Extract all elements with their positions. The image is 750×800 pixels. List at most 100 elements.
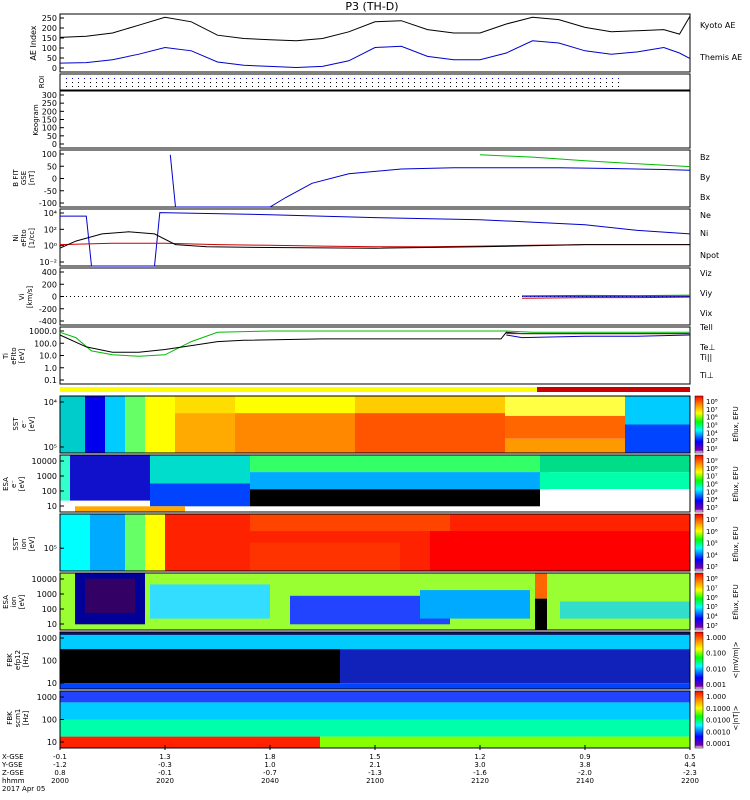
spectro-labels: SST e⁻ [eV] ESA e⁻ [eV] SST ion [eV] ESA… bbox=[2, 416, 36, 727]
esa-e-ylabel-1: ESA bbox=[2, 477, 10, 491]
roi-dot bbox=[528, 78, 529, 79]
zero-dot bbox=[162, 296, 163, 297]
zero-dot bbox=[214, 296, 215, 297]
colorbar bbox=[694, 513, 704, 572]
ae-tick-label: 0 bbox=[52, 64, 57, 73]
roi-dot bbox=[606, 86, 607, 87]
panel-frame bbox=[59, 90, 691, 149]
x-tick-label: -1.2 bbox=[53, 761, 67, 769]
zero-dot bbox=[482, 296, 483, 297]
zero-dot bbox=[442, 296, 443, 297]
zero-dot bbox=[170, 296, 171, 297]
x-tick-label: 0.5 bbox=[684, 753, 695, 761]
roi-dot bbox=[276, 86, 277, 87]
roi-dot bbox=[66, 82, 67, 83]
tick-label: 10⁴ bbox=[44, 398, 57, 407]
x-tick-label: 3.0 bbox=[474, 761, 485, 769]
roi-dot bbox=[216, 82, 217, 83]
viy-line bbox=[521, 294, 691, 297]
x-tick-label: 0.9 bbox=[579, 753, 590, 761]
roi-dot bbox=[264, 78, 265, 79]
roi-dot bbox=[378, 78, 379, 79]
roi-dot bbox=[384, 82, 385, 83]
roi-dot bbox=[210, 82, 211, 83]
roi-dot bbox=[588, 82, 589, 83]
x-tick-label: 3.8 bbox=[579, 761, 590, 769]
roi-dot bbox=[246, 86, 247, 87]
xrow-label-z: Z-GSE bbox=[2, 769, 24, 777]
cb-label-sst-e: Eflux, EFU bbox=[732, 406, 740, 441]
temp-ylabel-2: eFIto bbox=[10, 347, 18, 364]
roi-dot bbox=[378, 86, 379, 87]
zero-dot bbox=[354, 296, 355, 297]
roi-dot bbox=[390, 82, 391, 83]
zero-dot bbox=[262, 296, 263, 297]
roi-dot bbox=[594, 82, 595, 83]
temp-tick-label: 1000.0 bbox=[29, 327, 57, 336]
roi-dot bbox=[486, 82, 487, 83]
roi-dot bbox=[498, 86, 499, 87]
colorbar bbox=[694, 631, 704, 690]
tick-label: 1000 bbox=[37, 693, 57, 702]
roi-dot bbox=[384, 86, 385, 87]
roi-dot bbox=[306, 86, 307, 87]
colorbar-tick-label: 10⁸ bbox=[706, 575, 718, 583]
roi-dot bbox=[180, 78, 181, 79]
panel-frame bbox=[59, 208, 691, 267]
zero-dot bbox=[474, 296, 475, 297]
roi-dot bbox=[498, 82, 499, 83]
roi-dot bbox=[108, 82, 109, 83]
roi-dot bbox=[120, 78, 121, 79]
roi-dot bbox=[348, 78, 349, 79]
spectro-cell bbox=[60, 632, 690, 650]
zero-dot bbox=[82, 296, 83, 297]
roi-dot bbox=[330, 86, 331, 87]
sst-e-ylabel-1: SST bbox=[12, 417, 20, 431]
tick-label: 100 bbox=[42, 487, 57, 496]
spectro-cell bbox=[250, 514, 450, 532]
x-tick-label: -1.3 bbox=[368, 769, 382, 777]
roi-dot bbox=[414, 78, 415, 79]
zero-dot bbox=[178, 296, 179, 297]
colorbar-tick-label: 10³ bbox=[706, 504, 718, 512]
tick-label: 1000 bbox=[37, 472, 57, 481]
roi-dot bbox=[528, 82, 529, 83]
roi-dot bbox=[432, 86, 433, 87]
roi-dot bbox=[546, 82, 547, 83]
mode-bar-fast bbox=[537, 387, 690, 392]
esa-i-ylabel-2: ion bbox=[10, 597, 18, 608]
zero-dot bbox=[222, 296, 223, 297]
zero-dot bbox=[518, 296, 519, 297]
roi-dot bbox=[462, 78, 463, 79]
keogram-ylabel: Keogram bbox=[32, 104, 40, 135]
zero-dot bbox=[246, 296, 247, 297]
legend-viy: Viy bbox=[700, 289, 713, 298]
x-tick-label: 1.0 bbox=[264, 761, 275, 769]
tick-label: 10⁵ bbox=[44, 443, 57, 452]
zero-dot bbox=[462, 296, 463, 297]
x-axis-annotation: X-GSE Y-GSE Z-GSE hhmm 2017 Apr 05 -0.1-… bbox=[1, 745, 699, 793]
roi-dot bbox=[546, 86, 547, 87]
zero-dot bbox=[78, 296, 79, 297]
roi-dot bbox=[108, 86, 109, 87]
roi-dot bbox=[558, 86, 559, 87]
roi-dot bbox=[606, 78, 607, 79]
keogram-tick-label: 300 bbox=[42, 91, 57, 100]
legend-ti-perp: Ti⊥ bbox=[699, 371, 714, 380]
zero-dot bbox=[310, 296, 311, 297]
density-ticks: 10⁴ 10² 10⁰ 10⁻² bbox=[39, 209, 64, 267]
legend-ne: Ne bbox=[700, 211, 711, 220]
tick-label: 10000 bbox=[32, 457, 57, 466]
roi-dot bbox=[402, 82, 403, 83]
roi-dot bbox=[456, 82, 457, 83]
roi-dot bbox=[192, 82, 193, 83]
zero-dot bbox=[202, 296, 203, 297]
spectro-cell bbox=[150, 584, 270, 619]
roi-dot bbox=[282, 78, 283, 79]
zero-dot bbox=[166, 296, 167, 297]
roi-dot bbox=[528, 86, 529, 87]
roi-dot bbox=[318, 78, 319, 79]
roi-dot bbox=[78, 82, 79, 83]
roi-dot bbox=[594, 86, 595, 87]
roi-dot bbox=[552, 86, 553, 87]
